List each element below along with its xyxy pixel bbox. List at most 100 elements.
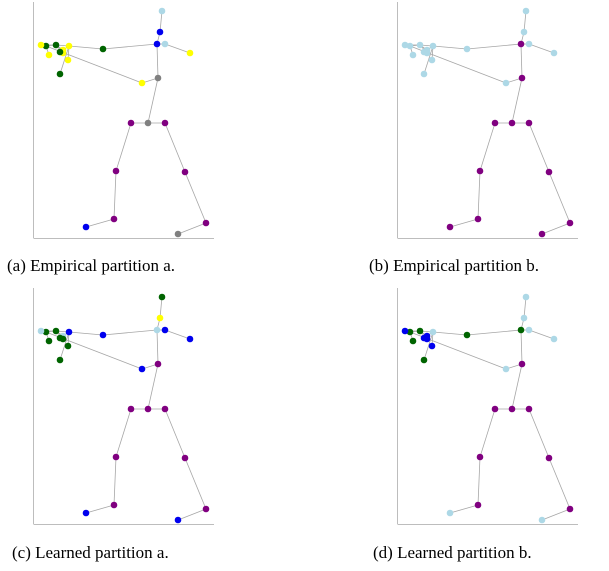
bone-line: [68, 45, 104, 50]
joint-lightblue: [153, 326, 161, 334]
bone-line: [479, 122, 496, 172]
joint-green: [463, 331, 471, 339]
joint-purple: [491, 405, 499, 413]
joint-gray: [154, 74, 162, 82]
bone-line: [449, 218, 479, 228]
joint-lightblue: [522, 7, 530, 15]
joint-purple: [476, 453, 484, 461]
joint-lightblue: [409, 51, 417, 59]
joint-yellow: [45, 51, 53, 59]
bone-line: [164, 43, 191, 54]
joint-gray: [174, 230, 182, 238]
caption-d: (d) Learned partition b.: [373, 543, 532, 562]
joint-purple: [508, 405, 516, 413]
bone-line: [520, 329, 523, 365]
joint-purple: [202, 219, 210, 227]
caption-c: (c) Learned partition a.: [12, 543, 169, 562]
joint-lightblue: [158, 7, 166, 15]
bone-line: [523, 296, 527, 319]
bone-line: [477, 170, 481, 220]
joint-green: [52, 327, 60, 335]
joint-lightblue: [502, 79, 510, 87]
bone-line: [466, 43, 522, 50]
bone-line: [184, 171, 207, 224]
joint-blue: [174, 516, 182, 524]
bone-line: [479, 408, 496, 458]
panel-b: [396, 2, 586, 242]
bone-line: [548, 457, 571, 510]
joint-yellow: [138, 79, 146, 87]
joint-purple: [144, 405, 152, 413]
joint-purple: [525, 405, 533, 413]
skeleton-diagram-a: [33, 2, 214, 239]
caption-b: (b) Empirical partition b.: [369, 256, 539, 275]
bone-line: [528, 122, 550, 173]
bone-line: [102, 329, 158, 336]
joint-lightblue: [522, 293, 530, 301]
bone-line: [541, 222, 571, 235]
joint-blue: [65, 328, 73, 336]
joint-green: [517, 326, 525, 334]
joint-purple: [110, 501, 118, 509]
bone-line: [68, 331, 104, 336]
bone-line: [115, 408, 132, 458]
joint-purple: [518, 74, 526, 82]
joint-purple: [545, 454, 553, 462]
bone-line: [466, 329, 522, 336]
skeleton-diagram-c: [33, 288, 214, 525]
joint-green: [158, 293, 166, 301]
joint-green: [42, 328, 50, 336]
joint-green: [56, 48, 64, 56]
joint-purple: [508, 119, 516, 127]
bone-line: [477, 456, 481, 506]
joint-purple: [517, 40, 525, 48]
joint-lightblue: [520, 28, 528, 36]
joint-green: [406, 328, 414, 336]
bone-line: [59, 331, 70, 361]
skeleton-diagram-b: [397, 2, 578, 239]
joint-lightblue: [429, 328, 437, 336]
joint-purple: [491, 119, 499, 127]
bone-line: [85, 504, 115, 514]
bone-line: [177, 222, 207, 235]
joint-purple: [181, 454, 189, 462]
joint-yellow: [65, 42, 73, 50]
joint-blue: [99, 331, 107, 339]
panel-c: [32, 288, 222, 528]
joint-lightblue: [416, 41, 424, 49]
bone-line: [177, 508, 207, 521]
bone-line: [115, 122, 132, 172]
joint-blue: [82, 509, 90, 517]
bone-line: [85, 218, 115, 228]
joint-lightblue: [420, 48, 428, 56]
joint-yellow: [156, 314, 164, 322]
bone-line: [511, 77, 523, 124]
joint-lightblue: [401, 41, 409, 49]
joint-green: [64, 342, 72, 350]
bone-line: [528, 43, 555, 54]
joint-purple: [112, 167, 120, 175]
joint-purple: [110, 215, 118, 223]
bone-line: [113, 170, 117, 220]
bone-line: [548, 171, 571, 224]
joint-purple: [474, 215, 482, 223]
bone-line: [102, 43, 158, 50]
joint-purple: [545, 168, 553, 176]
bone-line: [423, 45, 434, 75]
caption-a: (a) Empirical partition a.: [7, 256, 176, 275]
joint-lightblue: [37, 327, 45, 335]
bone-line: [449, 504, 479, 514]
bone-line: [511, 363, 523, 410]
joint-green: [42, 42, 50, 50]
joint-purple: [161, 405, 169, 413]
bone-line: [113, 456, 117, 506]
joint-yellow: [37, 41, 45, 49]
joint-purple: [446, 223, 454, 231]
joint-green: [45, 337, 53, 345]
joint-blue: [156, 28, 164, 36]
joint-blue: [401, 327, 409, 335]
joint-blue: [186, 335, 194, 343]
bone-line: [147, 77, 159, 124]
joint-lightblue: [550, 49, 558, 57]
joint-yellow: [64, 56, 72, 64]
